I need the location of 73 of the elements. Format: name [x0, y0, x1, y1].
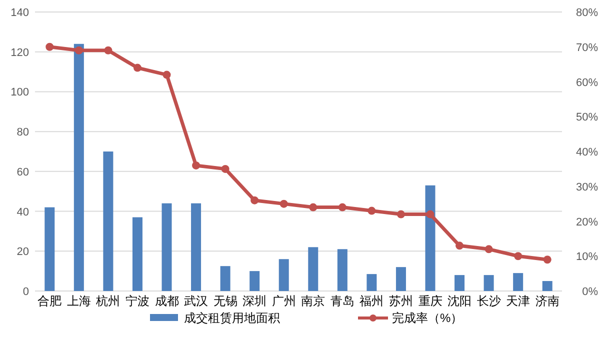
y2-tick-label: 0% [582, 286, 598, 298]
x-tick-label: 重庆 [418, 294, 442, 308]
bar [366, 274, 377, 291]
x-tick-label: 上海 [66, 294, 91, 308]
point [280, 200, 288, 208]
bar [250, 271, 260, 291]
y2-tick-label: 20% [576, 216, 598, 228]
y-tick-label: 40 [16, 206, 29, 218]
point [221, 164, 230, 173]
y2-tick-label: 50% [576, 112, 598, 124]
x-tick-label: 无锡 [213, 294, 238, 308]
bar [308, 247, 318, 291]
point [162, 70, 171, 79]
y2-tick-label: 70% [576, 42, 598, 54]
point [338, 203, 346, 212]
y-tick-label: 120 [10, 46, 29, 59]
x-tick-label: 武汉 [184, 294, 208, 308]
point [309, 203, 318, 212]
bar [132, 217, 142, 291]
bar [44, 207, 55, 291]
x-tick-label: 深圳 [242, 294, 267, 308]
bar [454, 275, 465, 291]
y-tick-label: 80 [16, 126, 29, 139]
point [396, 210, 405, 218]
bar [513, 273, 524, 291]
bar [103, 152, 114, 291]
y-tick-label: 20 [16, 246, 29, 258]
bar [425, 185, 436, 291]
point [74, 46, 83, 54]
bar [337, 249, 348, 291]
bar [191, 203, 202, 291]
bar [484, 275, 494, 291]
x-tick-label: 沈阳 [448, 294, 472, 308]
legend-label: 完成率（%） [392, 311, 463, 325]
point [456, 242, 464, 250]
bar [220, 266, 230, 291]
point [368, 206, 376, 215]
point [250, 196, 259, 204]
x-tick-label: 济南 [535, 294, 560, 308]
y2-tick-label: 10% [576, 251, 598, 264]
point [426, 210, 434, 218]
point [514, 252, 522, 260]
bar [74, 44, 84, 291]
x-tick-label: 南京 [301, 294, 326, 308]
x-tick-label: 福州 [360, 294, 384, 308]
x-tick-label: 广州 [272, 294, 296, 308]
point [104, 46, 112, 54]
point [192, 161, 200, 170]
y2-tick-label: 40% [576, 146, 598, 158]
bar [396, 267, 406, 291]
y-tick-label: 60 [16, 166, 29, 178]
bar [542, 281, 552, 291]
y-tick-label: 0 [22, 286, 29, 298]
y2-tick-label: 60% [576, 76, 598, 89]
x-tick-label: 杭州 [95, 294, 120, 308]
y2-tick-label: 30% [576, 181, 598, 194]
legend-label: 成交租赁用地面积 [184, 311, 280, 325]
y2-tick-label: 80% [576, 7, 598, 19]
x-tick-label: 苏州 [388, 294, 413, 308]
x-tick-label: 天津 [506, 294, 530, 308]
x-tick-label: 长沙 [476, 294, 501, 308]
x-tick-label: 宁波 [125, 294, 150, 308]
y-tick-label: 100 [10, 86, 29, 99]
bar [162, 203, 172, 291]
point [133, 64, 142, 72]
point [543, 256, 552, 264]
y-tick-label: 140 [10, 7, 29, 19]
x-tick-label: 青岛 [330, 294, 354, 308]
bar [278, 259, 289, 291]
point [46, 42, 54, 51]
x-tick-label: 成都 [154, 294, 179, 308]
x-tick-label: 合肥 [38, 294, 62, 308]
point [484, 245, 493, 254]
